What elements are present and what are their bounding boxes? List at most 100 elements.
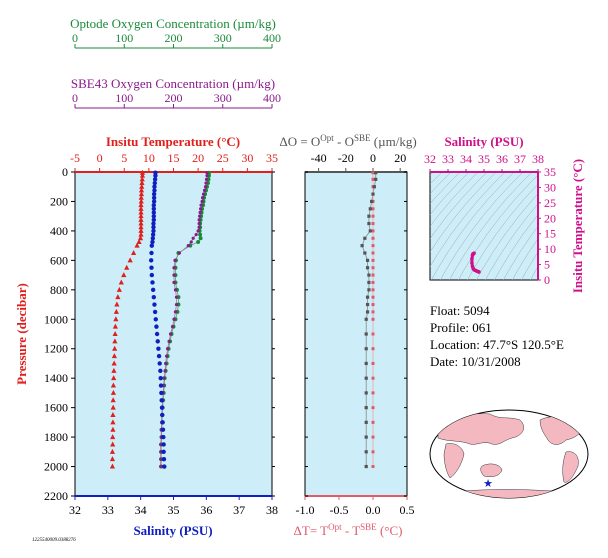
- sbe-point: [168, 332, 173, 336]
- delta-o-point: [364, 361, 368, 366]
- temperature-point: [110, 382, 117, 388]
- delta-o-point: [360, 244, 364, 248]
- sbe-point: [172, 317, 176, 321]
- delta-t-point: [371, 222, 375, 226]
- delta-t-point: [371, 406, 375, 410]
- delta-o-point: [374, 171, 378, 175]
- sbe-point: [159, 450, 163, 454]
- salinity-point: [151, 206, 156, 212]
- salinity-point: [159, 405, 165, 410]
- isopycnal-line: [440, 172, 524, 280]
- sbe-point: [170, 325, 175, 329]
- salinity-tick-label: 38: [266, 503, 278, 517]
- sbe-point: [189, 240, 193, 244]
- isopycnal-line: [449, 172, 533, 280]
- salinity-point: [159, 398, 164, 403]
- salinity-point: [161, 456, 167, 462]
- sbe-point: [201, 192, 206, 196]
- delta-o-point: [367, 221, 371, 226]
- pressure-tick-label: 1200: [44, 342, 68, 356]
- sbe-point: [191, 236, 195, 240]
- sbe-point: [205, 171, 209, 175]
- delta-t-point: [371, 332, 375, 336]
- diff-panel: ΔO = OOpt - OSBE (µm/kg) ΔT= TOpt - TSBE…: [279, 133, 416, 538]
- delta-t-point: [371, 391, 375, 395]
- sbe-point: [159, 464, 163, 469]
- ts-temperature-tick-label: 35: [544, 165, 556, 179]
- salinity-point: [150, 232, 156, 237]
- sbe-point: [174, 302, 179, 307]
- pressure-tick-label: 600: [50, 253, 68, 267]
- delta-t-point: [371, 236, 375, 240]
- pressure-tick-label: 0: [62, 165, 68, 179]
- pressure-tick-label: 1600: [44, 401, 68, 415]
- sbe-point: [198, 207, 203, 211]
- isopycnal-line: [530, 266, 538, 280]
- salinity-tick-label: 33: [102, 503, 114, 517]
- salinity-point: [162, 464, 167, 469]
- temperature-point: [138, 231, 144, 237]
- temperature-tick-label: 25: [217, 151, 229, 165]
- salinity-point: [158, 383, 164, 388]
- float-number: Float: 5094: [430, 303, 490, 318]
- salinity-point: [150, 239, 155, 245]
- optode-tick-label: 0: [72, 31, 78, 45]
- delta-o-tick-label: -40: [311, 151, 327, 165]
- optode-tick-label: 300: [214, 31, 232, 45]
- delta-t-point: [371, 288, 375, 292]
- pressure-tick-label: 400: [50, 224, 68, 238]
- salinity-point: [152, 309, 158, 315]
- sbe-tick-group: 0 100 200 300 400: [72, 91, 281, 108]
- salinity-point: [149, 272, 155, 278]
- ts-temperature-tick-label: 10: [544, 242, 556, 256]
- temperature-point: [139, 180, 145, 186]
- pressure-axis-title: Pressure (decibar): [14, 283, 29, 385]
- ts-point: [470, 253, 475, 258]
- optode-tick-group: 0 100 200 300 400: [72, 31, 281, 48]
- africa-shape: [443, 443, 465, 479]
- temperature-point: [109, 448, 116, 454]
- salinity-tick-label: 35: [168, 503, 180, 517]
- sbe-point: [167, 339, 171, 343]
- temperature-axis-title: Insitu Temperature (°C): [106, 134, 240, 149]
- delta-o-point: [365, 302, 370, 307]
- delta-o-point: [364, 347, 368, 351]
- pressure-tick-label: 1000: [44, 312, 68, 326]
- sbe-point: [173, 258, 177, 262]
- ts-temperature-tick-label: 15: [544, 227, 556, 241]
- salinity-point: [160, 420, 165, 425]
- pressure-tick-label: 200: [50, 194, 68, 208]
- salinity-point: [150, 280, 155, 285]
- temperature-point: [112, 345, 118, 351]
- isopycnal-line: [503, 225, 538, 280]
- temperature-point: [138, 224, 144, 230]
- ts-point: [470, 256, 474, 261]
- salinity-point: [152, 184, 157, 189]
- delta-o-point: [365, 295, 370, 299]
- temperature-point: [138, 213, 144, 219]
- salinity-point: [151, 199, 157, 204]
- temperature-point: [110, 389, 117, 395]
- temperature-point: [136, 238, 142, 244]
- temperature-point: [138, 227, 144, 233]
- salinity-point: [158, 368, 163, 374]
- ts-salinity-tick-label: 32: [424, 152, 436, 166]
- salinity-point: [151, 195, 157, 200]
- delta-o-point: [368, 207, 372, 211]
- sbe-point: [205, 174, 209, 178]
- diff-tick-group: -40 -20 0 20 -1.0 -0.5 0.0 0.5: [296, 151, 415, 517]
- float-location-star: ★: [483, 478, 493, 490]
- salinity-point: [153, 317, 158, 322]
- delta-o-point: [367, 288, 371, 292]
- salinity-point: [151, 202, 156, 208]
- salinity-point: [152, 180, 157, 186]
- south-america-shape: [562, 451, 579, 483]
- salinity-point: [156, 346, 161, 351]
- delta-t-point: [371, 465, 375, 469]
- optode-tick-label: 400: [263, 31, 281, 45]
- delta-o-point: [372, 185, 376, 189]
- isopycnal-line: [458, 174, 538, 280]
- temperature-point: [111, 353, 117, 359]
- delta-o-axis-title: ΔO = OOpt - OSBE (µm/kg): [279, 133, 416, 149]
